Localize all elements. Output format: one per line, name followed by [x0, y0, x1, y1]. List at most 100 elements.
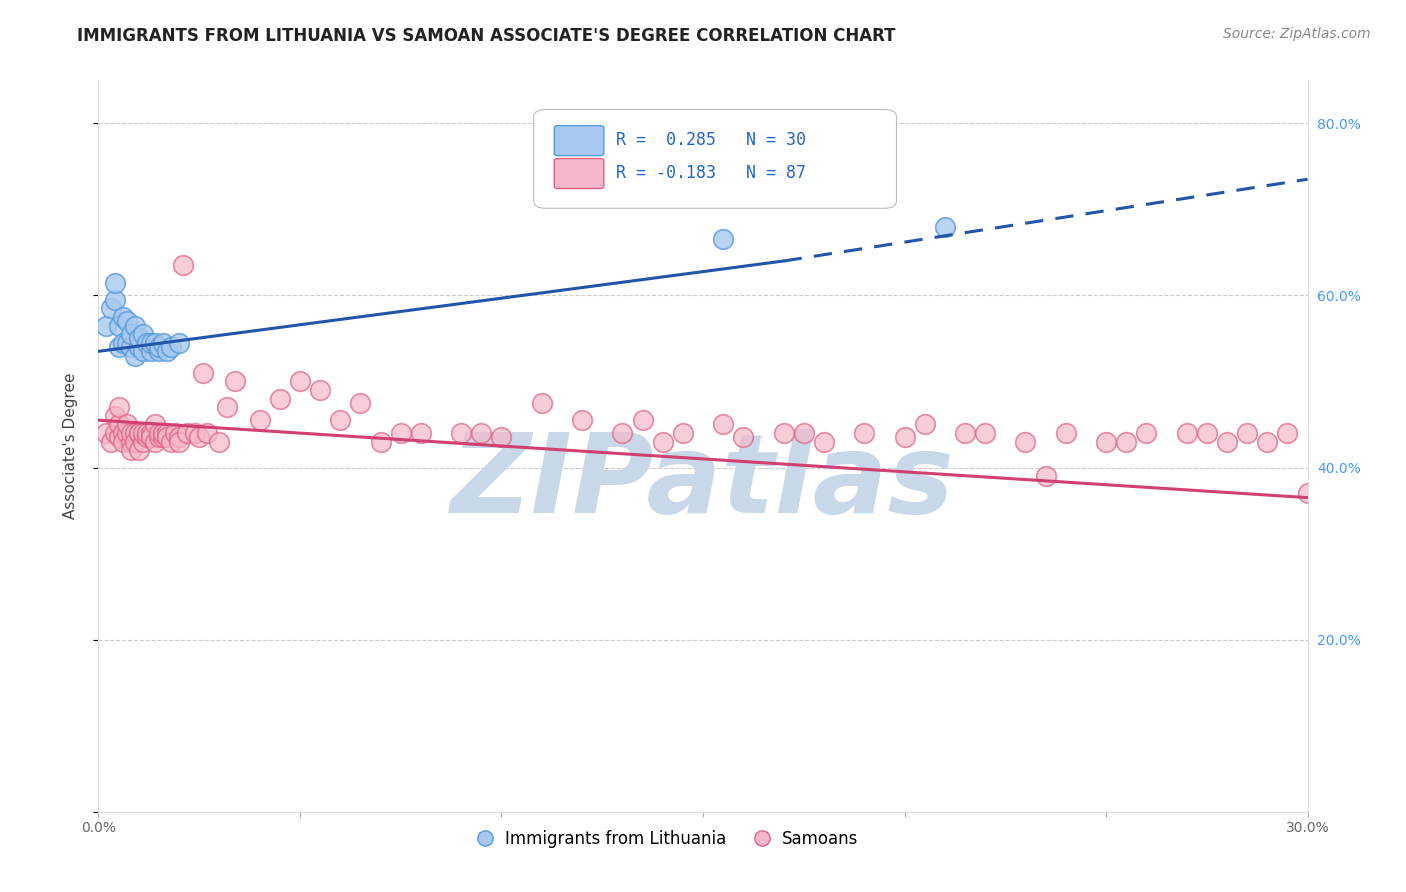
Samoans: [309, 383, 332, 397]
Samoans: [208, 434, 231, 449]
Samoans: [148, 430, 170, 444]
Immigrants from Lithuania: [132, 327, 155, 342]
Samoans: [530, 396, 553, 410]
Samoans: [148, 426, 170, 441]
Y-axis label: Associate's Degree: Associate's Degree: [63, 373, 77, 519]
Immigrants from Lithuania: [107, 318, 129, 333]
Samoans: [176, 426, 198, 441]
Samoans: [107, 430, 129, 444]
Samoans: [612, 426, 634, 441]
Samoans: [135, 430, 157, 444]
Immigrants from Lithuania: [711, 232, 734, 246]
Samoans: [772, 426, 794, 441]
Samoans: [143, 434, 166, 449]
Samoans: [470, 426, 492, 441]
Samoans: [103, 409, 125, 423]
Samoans: [853, 426, 876, 441]
Text: Source: ZipAtlas.com: Source: ZipAtlas.com: [1223, 27, 1371, 41]
Immigrants from Lithuania: [103, 276, 125, 290]
Samoans: [160, 434, 183, 449]
Samoans: [152, 430, 174, 444]
Immigrants from Lithuania: [148, 344, 170, 359]
Immigrants from Lithuania: [115, 314, 138, 328]
Samoans: [217, 401, 239, 415]
Samoans: [370, 434, 392, 449]
Samoans: [793, 426, 815, 441]
Immigrants from Lithuania: [139, 335, 162, 350]
Samoans: [733, 430, 755, 444]
Samoans: [711, 417, 734, 432]
Immigrants from Lithuania: [120, 340, 142, 354]
Immigrants from Lithuania: [128, 340, 150, 354]
Immigrants from Lithuania: [148, 340, 170, 354]
Samoans: [188, 430, 211, 444]
Immigrants from Lithuania: [160, 340, 183, 354]
Samoans: [100, 434, 122, 449]
Samoans: [450, 426, 472, 441]
Immigrants from Lithuania: [135, 335, 157, 350]
Text: IMMIGRANTS FROM LITHUANIA VS SAMOAN ASSOCIATE'S DEGREE CORRELATION CHART: IMMIGRANTS FROM LITHUANIA VS SAMOAN ASSO…: [77, 27, 896, 45]
Samoans: [172, 258, 194, 272]
Samoans: [1135, 426, 1157, 441]
Samoans: [1236, 426, 1258, 441]
FancyBboxPatch shape: [534, 110, 897, 209]
FancyBboxPatch shape: [554, 126, 603, 155]
Text: R =  0.285   N = 30: R = 0.285 N = 30: [616, 131, 806, 149]
Samoans: [249, 413, 271, 427]
Samoans: [1216, 434, 1239, 449]
Samoans: [103, 426, 125, 441]
Samoans: [167, 430, 190, 444]
Samoans: [409, 426, 432, 441]
Samoans: [193, 366, 215, 380]
Immigrants from Lithuania: [100, 301, 122, 316]
Samoans: [195, 426, 218, 441]
Samoans: [1175, 426, 1198, 441]
Immigrants from Lithuania: [111, 335, 134, 350]
Samoans: [631, 413, 654, 427]
Samoans: [128, 426, 150, 441]
Immigrants from Lithuania: [139, 344, 162, 359]
Samoans: [1014, 434, 1036, 449]
FancyBboxPatch shape: [554, 159, 603, 188]
Samoans: [167, 434, 190, 449]
Immigrants from Lithuania: [167, 335, 190, 350]
Samoans: [1296, 486, 1319, 500]
Samoans: [1035, 469, 1057, 483]
Samoans: [1054, 426, 1077, 441]
Immigrants from Lithuania: [96, 318, 118, 333]
Samoans: [107, 401, 129, 415]
Samoans: [651, 434, 673, 449]
Samoans: [120, 426, 142, 441]
Samoans: [139, 430, 162, 444]
Immigrants from Lithuania: [120, 327, 142, 342]
Samoans: [974, 426, 997, 441]
Samoans: [1095, 434, 1118, 449]
Samoans: [124, 426, 146, 441]
Samoans: [132, 426, 155, 441]
Samoans: [152, 426, 174, 441]
Legend: Immigrants from Lithuania, Samoans: Immigrants from Lithuania, Samoans: [468, 823, 865, 855]
Samoans: [893, 430, 915, 444]
Samoans: [143, 417, 166, 432]
Samoans: [953, 426, 976, 441]
Samoans: [124, 434, 146, 449]
Immigrants from Lithuania: [143, 335, 166, 350]
Samoans: [329, 413, 352, 427]
Samoans: [389, 426, 412, 441]
Immigrants from Lithuania: [132, 344, 155, 359]
Samoans: [288, 375, 311, 389]
Text: R = -0.183   N = 87: R = -0.183 N = 87: [616, 164, 806, 182]
Samoans: [349, 396, 371, 410]
Immigrants from Lithuania: [156, 344, 179, 359]
Samoans: [115, 417, 138, 432]
Immigrants from Lithuania: [934, 219, 956, 234]
Samoans: [184, 426, 207, 441]
Immigrants from Lithuania: [124, 349, 146, 363]
Samoans: [156, 430, 179, 444]
Samoans: [1277, 426, 1299, 441]
Samoans: [163, 426, 186, 441]
Samoans: [111, 434, 134, 449]
Samoans: [139, 426, 162, 441]
Samoans: [1195, 426, 1218, 441]
Immigrants from Lithuania: [107, 340, 129, 354]
